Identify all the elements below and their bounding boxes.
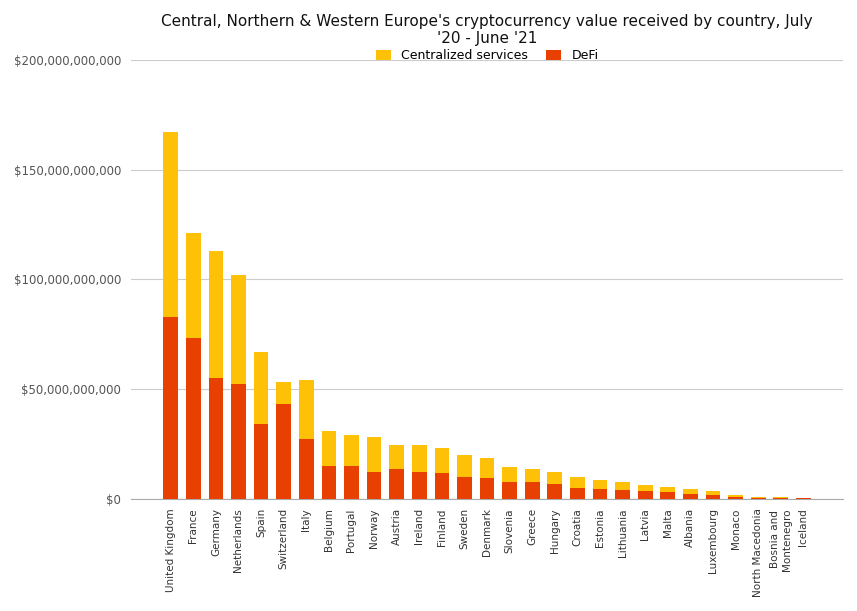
Bar [683,489,698,494]
Bar [548,472,562,485]
Bar [661,487,675,492]
Bar [457,477,472,499]
Bar [615,482,630,490]
Bar [548,485,562,499]
Bar [345,435,359,466]
Title: Central, Northern & Western Europe's cryptocurrency value received by country, J: Central, Northern & Western Europe's cry… [161,14,812,46]
Bar [389,445,404,469]
Bar [638,491,652,499]
Bar [434,474,449,499]
Bar [615,490,630,499]
Bar [208,378,223,499]
Bar [276,382,291,404]
Bar [457,455,472,477]
Bar [254,351,268,424]
Bar [321,466,336,499]
Bar [186,338,201,499]
Bar [774,498,788,499]
Bar [593,489,608,499]
Bar [254,424,268,499]
Legend: Centralized services, DeFi: Centralized services, DeFi [371,44,603,67]
Bar [728,497,743,499]
Bar [480,458,494,478]
Bar [208,251,223,378]
Bar [186,233,201,338]
Bar [524,469,540,482]
Bar [389,469,404,499]
Bar [231,275,246,384]
Bar [434,448,449,474]
Bar [593,480,608,489]
Bar [502,482,517,499]
Bar [164,316,178,499]
Bar [705,494,721,499]
Bar [321,431,336,466]
Bar [480,478,494,499]
Bar [299,439,314,499]
Bar [661,492,675,499]
Bar [683,494,698,499]
Bar [164,133,178,316]
Bar [570,488,584,499]
Bar [412,445,427,472]
Bar [705,491,721,494]
Bar [299,380,314,439]
Bar [367,437,381,472]
Bar [412,472,427,499]
Bar [231,384,246,499]
Bar [728,495,743,497]
Bar [524,482,540,499]
Bar [502,467,517,482]
Bar [345,466,359,499]
Bar [638,485,652,491]
Bar [276,404,291,499]
Bar [570,477,584,488]
Bar [751,497,765,499]
Bar [367,472,381,499]
